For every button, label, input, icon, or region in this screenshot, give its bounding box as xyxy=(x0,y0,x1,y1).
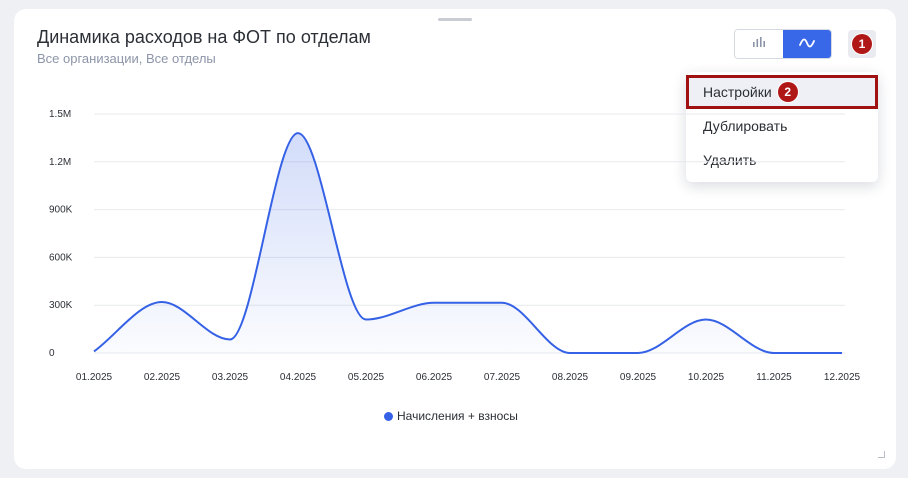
y-tick-label: 900K xyxy=(49,205,73,216)
data-point[interactable] xyxy=(156,296,168,308)
widget-title: Динамика расходов на ФОТ по отделам xyxy=(37,27,371,47)
x-tick-label: 02.2025 xyxy=(144,372,181,383)
resize-handle[interactable] xyxy=(878,451,885,458)
x-tick-label: 08.2025 xyxy=(552,372,589,383)
menu-item-label: Дублировать xyxy=(703,118,788,134)
widget-context-menu: Настройки 2 Дублировать Удалить xyxy=(686,72,878,182)
y-tick-label: 1.5M xyxy=(49,109,71,120)
line-view-button[interactable] xyxy=(783,30,831,58)
x-tick-label: 01.2025 xyxy=(76,372,113,383)
annotation-badge-1: 1 xyxy=(852,34,872,54)
data-point[interactable] xyxy=(632,347,644,359)
menu-item-delete[interactable]: Удалить xyxy=(686,143,878,177)
data-point[interactable] xyxy=(88,345,100,357)
x-tick-label: 12.2025 xyxy=(824,372,861,383)
y-tick-label: 600K xyxy=(49,252,73,263)
x-tick-label: 04.2025 xyxy=(280,372,317,383)
data-point[interactable] xyxy=(836,347,848,359)
x-tick-label: 11.2025 xyxy=(756,372,792,383)
data-point[interactable] xyxy=(292,127,304,139)
data-point[interactable] xyxy=(428,297,440,309)
line-chart-icon xyxy=(799,35,815,53)
series-area-fill xyxy=(94,133,842,353)
x-tick-label: 09.2025 xyxy=(620,372,657,383)
x-tick-label: 03.2025 xyxy=(212,372,249,383)
chart-legend[interactable]: Начисления + взносы xyxy=(384,409,518,423)
x-tick-label: 10.2025 xyxy=(688,372,725,383)
data-point[interactable] xyxy=(700,314,712,326)
menu-item-label: Удалить xyxy=(703,152,757,168)
y-tick-label: 1.2M xyxy=(49,157,71,168)
menu-item-label: Настройки xyxy=(703,84,772,100)
data-point[interactable] xyxy=(768,347,780,359)
menu-item-settings[interactable]: Настройки 2 xyxy=(686,75,878,109)
bar-chart-icon xyxy=(752,35,766,53)
legend-label: Начисления + взносы xyxy=(397,409,518,423)
data-point[interactable] xyxy=(360,314,372,326)
data-point[interactable] xyxy=(224,333,236,345)
data-point[interactable] xyxy=(496,297,508,309)
y-tick-label: 300K xyxy=(49,300,73,311)
y-tick-label: 0 xyxy=(49,348,55,359)
x-tick-label: 06.2025 xyxy=(416,372,453,383)
bar-view-button[interactable] xyxy=(735,30,783,58)
x-tick-label: 07.2025 xyxy=(484,372,521,383)
x-tick-label: 05.2025 xyxy=(348,372,385,383)
legend-marker xyxy=(384,411,393,421)
widget-menu-button[interactable]: 1 xyxy=(848,30,876,58)
series-line[interactable] xyxy=(93,132,842,355)
chart-type-toggle xyxy=(734,29,832,59)
data-point[interactable] xyxy=(564,347,576,359)
annotation-badge-2: 2 xyxy=(777,82,798,102)
drag-handle[interactable] xyxy=(438,18,472,21)
menu-item-duplicate[interactable]: Дублировать xyxy=(686,109,878,143)
widget-subtitle: Все организации, Все отделы xyxy=(37,51,216,66)
